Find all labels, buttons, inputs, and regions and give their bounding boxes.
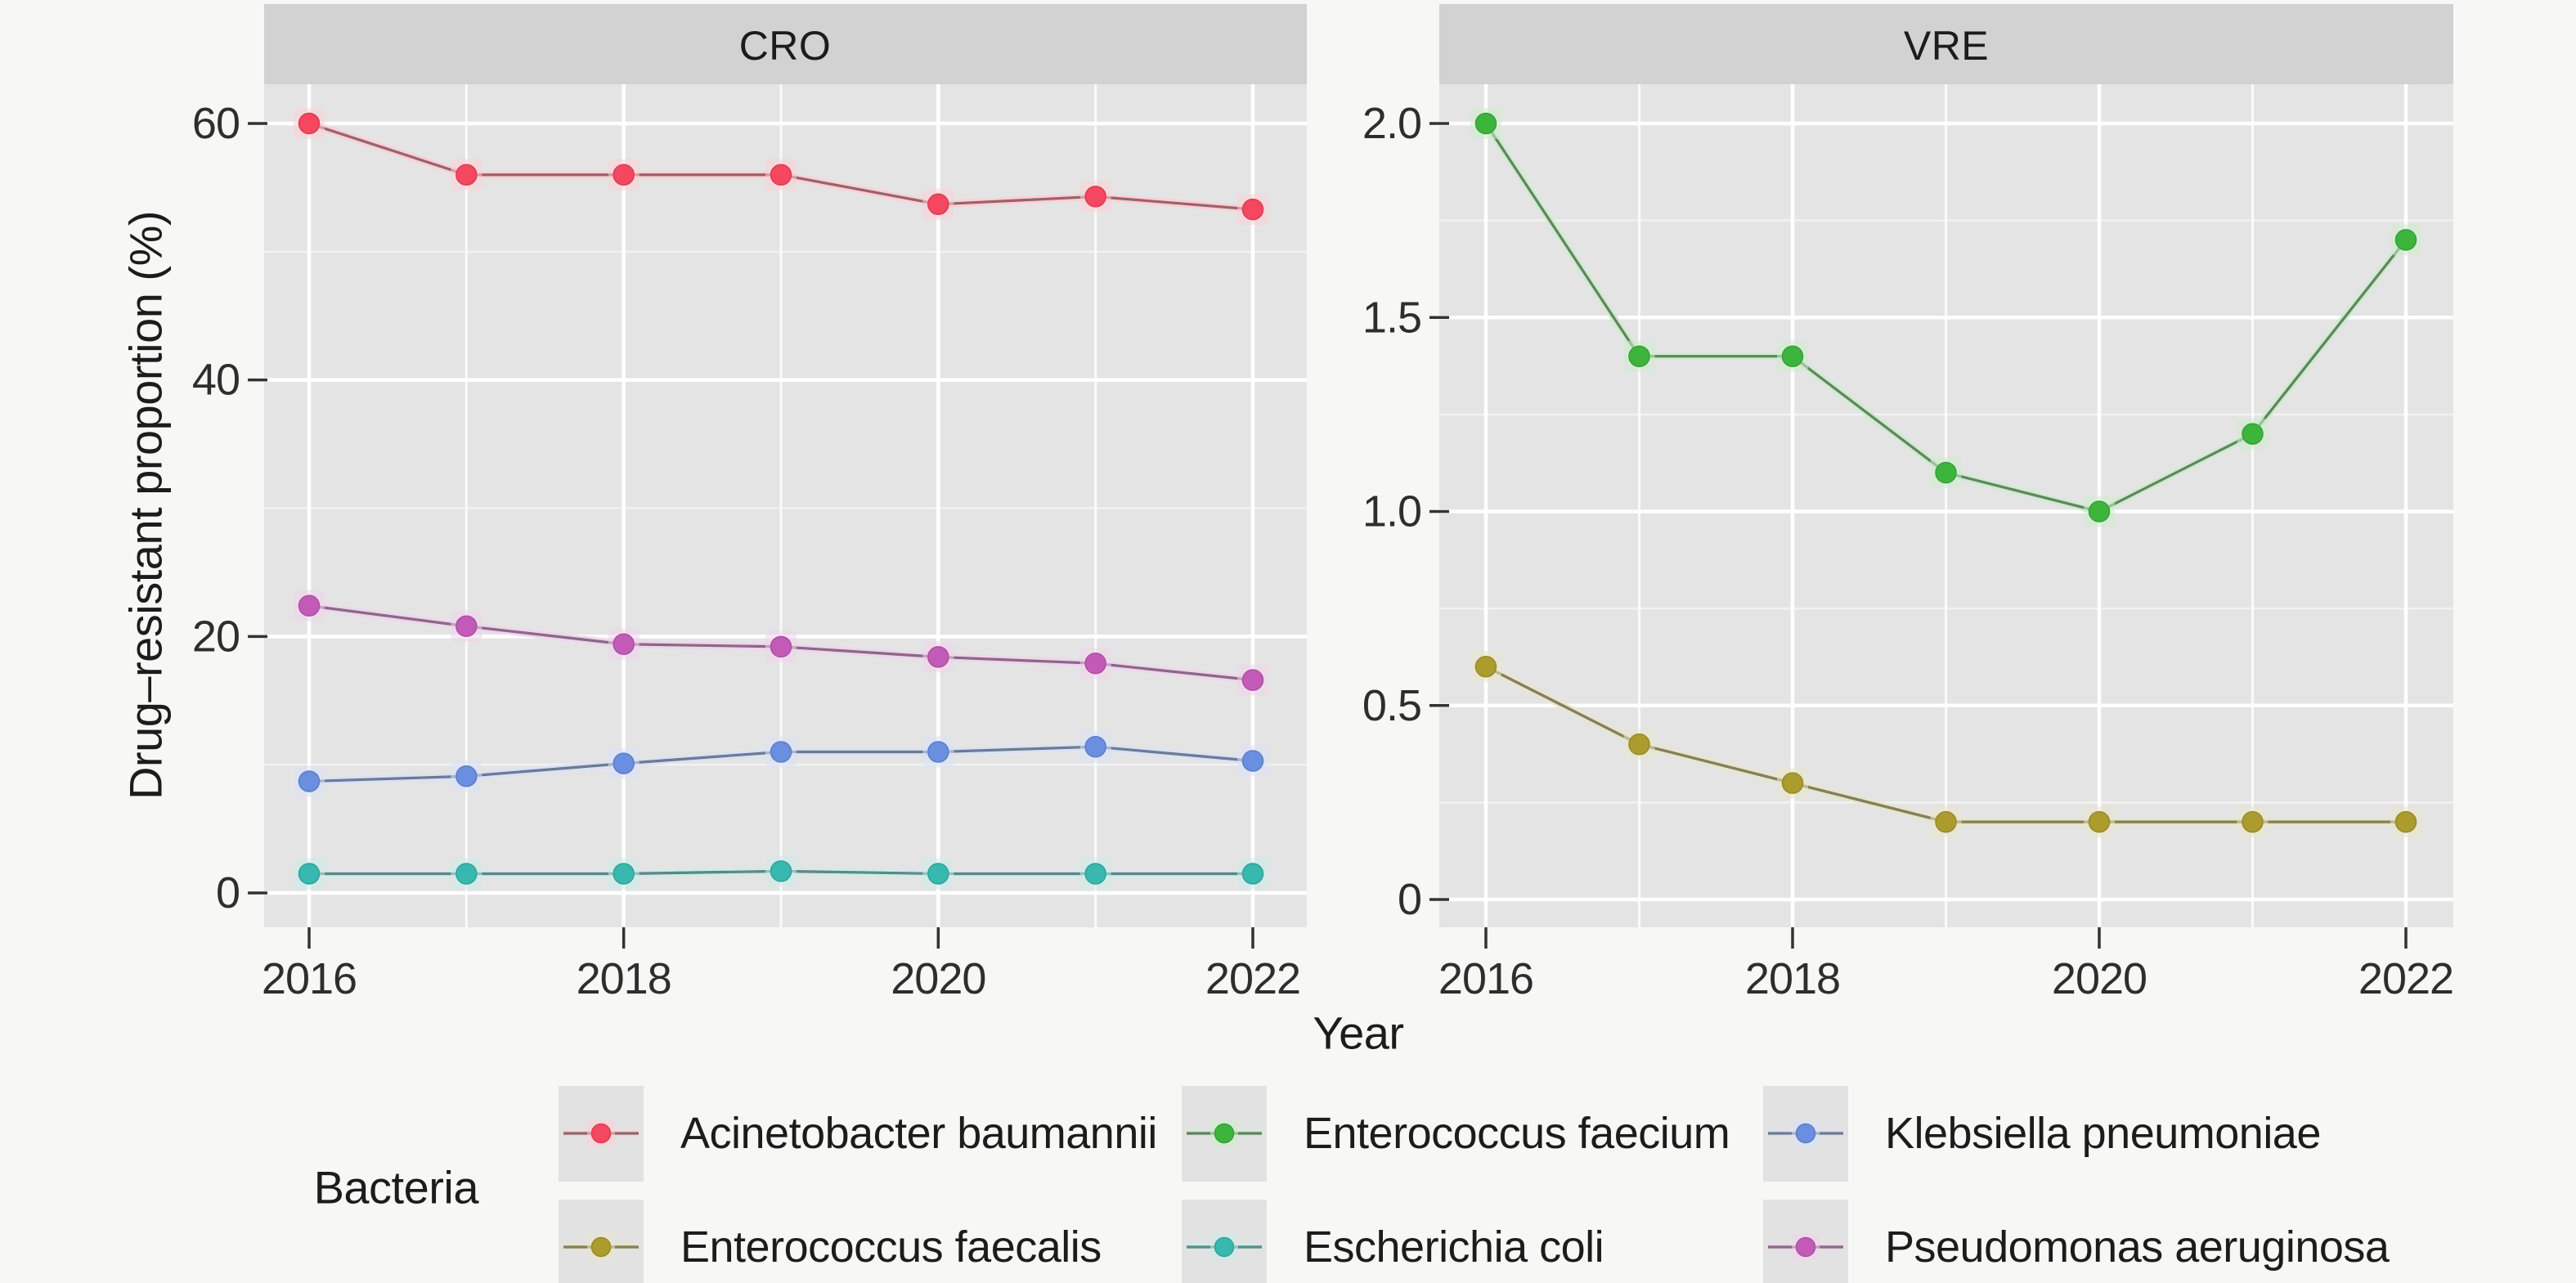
legend-item-label: Klebsiella pneumoniae [1885, 1109, 2321, 1158]
x-tick-label: 2020 [2052, 954, 2147, 1003]
data-point [456, 164, 478, 186]
y-tick-label: 0 [216, 868, 240, 917]
data-point [613, 633, 635, 655]
legend-item: Enterococcus faecium [1182, 1086, 1730, 1182]
y-tick-label: 1.0 [1362, 487, 1421, 536]
data-point [1084, 863, 1106, 885]
data-point [1628, 733, 1650, 756]
legend-item: Klebsiella pneumoniae [1763, 1086, 2321, 1182]
data-point [613, 863, 635, 885]
legend-point [590, 1123, 612, 1144]
x-tick-label: 2020 [891, 954, 985, 1003]
data-point [1935, 461, 1957, 484]
x-axis-title: Year [1313, 1007, 1403, 1059]
y-tick-label: 1.5 [1362, 293, 1421, 342]
panels: 2016 2018 2020 2022 0 20 40 60 2016 2018 2020 2022 0… [192, 84, 2454, 1003]
data-point [1628, 345, 1650, 367]
y-tick-label: 60 [192, 99, 240, 148]
x-tick-label: 2016 [262, 954, 357, 1003]
data-point [1241, 669, 1264, 691]
data-point [2394, 229, 2417, 251]
data-point [2242, 423, 2264, 445]
data-point [927, 863, 949, 885]
data-point [2242, 810, 2264, 833]
x-tick-label: 2018 [1745, 954, 1840, 1003]
data-point [613, 164, 635, 186]
data-point [927, 646, 949, 668]
data-point [770, 860, 792, 882]
data-point [1474, 656, 1497, 678]
legend-item: Escherichia coli [1182, 1200, 1604, 1283]
data-point [298, 112, 321, 135]
legend-point [1795, 1236, 1816, 1258]
data-point [613, 752, 635, 774]
legend-item-label: Pseudomonas aeruginosa [1885, 1222, 2390, 1272]
legend-item-label: Enterococcus faecium [1304, 1109, 1730, 1158]
y-tick-label: 0 [1398, 875, 1421, 924]
facet-strip-vre: VRE [1439, 4, 2453, 84]
data-point [1781, 772, 1804, 794]
legend-title: Bacteria [314, 1162, 480, 1213]
data-point [456, 615, 478, 638]
data-point [1084, 186, 1106, 208]
panel-cro: 2016 2018 2020 2022 0 20 40 60 [192, 84, 1307, 1003]
y-tick-label: 2.0 [1362, 99, 1421, 148]
data-point [298, 770, 321, 792]
legend-point [590, 1236, 612, 1258]
data-point [2088, 810, 2111, 833]
legend-item-label: Escherichia coli [1304, 1222, 1604, 1272]
y-tick-label: 0.5 [1362, 681, 1421, 730]
data-point [770, 164, 792, 186]
x-tick-label: 2022 [2358, 954, 2453, 1003]
legend-point [1795, 1123, 1816, 1144]
legend: Acinetobacter baumannii Enterococcus faec… [559, 1086, 2390, 1283]
legend-point [1214, 1236, 1235, 1258]
data-point [456, 765, 478, 787]
legend-item-label: Acinetobacter baumannii [680, 1109, 1157, 1158]
data-point [2088, 500, 2111, 523]
data-point [927, 741, 949, 763]
legend-item: Acinetobacter baumannii [559, 1086, 1157, 1182]
data-point [298, 863, 321, 885]
data-point [1781, 345, 1804, 367]
data-point [1084, 735, 1106, 758]
data-point [770, 741, 792, 763]
legend-item: Pseudomonas aeruginosa [1763, 1200, 2390, 1283]
facet-title-cro: CRO [739, 23, 832, 69]
data-point [1474, 112, 1497, 135]
y-tick-label: 40 [192, 356, 240, 405]
legend-item: Enterococcus faecalis [559, 1200, 1102, 1283]
data-point [927, 193, 949, 216]
strip-bg-cro [264, 4, 1307, 84]
data-point [1241, 863, 1264, 885]
facet-title-vre: VRE [1904, 23, 1989, 69]
data-point [1241, 750, 1264, 772]
data-point [1084, 653, 1106, 675]
panel-bg [264, 84, 1307, 927]
x-tick-label: 2018 [577, 954, 671, 1003]
x-tick-label: 2016 [1438, 954, 1533, 1003]
data-point [456, 863, 478, 885]
x-tick-label: 2022 [1205, 954, 1300, 1003]
data-point [1241, 198, 1264, 221]
y-axis-title: Drug–resistant proportion (%) [120, 211, 172, 800]
strip-bg-vre [1439, 4, 2453, 84]
data-point [770, 635, 792, 658]
panel-vre: 2016 2018 2020 2022 0 0.5 1.0 1.5 2.0 [1362, 84, 2454, 1003]
y-tick-label: 20 [192, 612, 240, 661]
data-point [1935, 810, 1957, 833]
legend-item-label: Enterococcus faecalis [680, 1222, 1102, 1272]
data-point [298, 594, 321, 617]
data-point [2394, 810, 2417, 833]
legend-point [1214, 1123, 1235, 1144]
facet-strip-cro: CRO [264, 4, 1307, 84]
